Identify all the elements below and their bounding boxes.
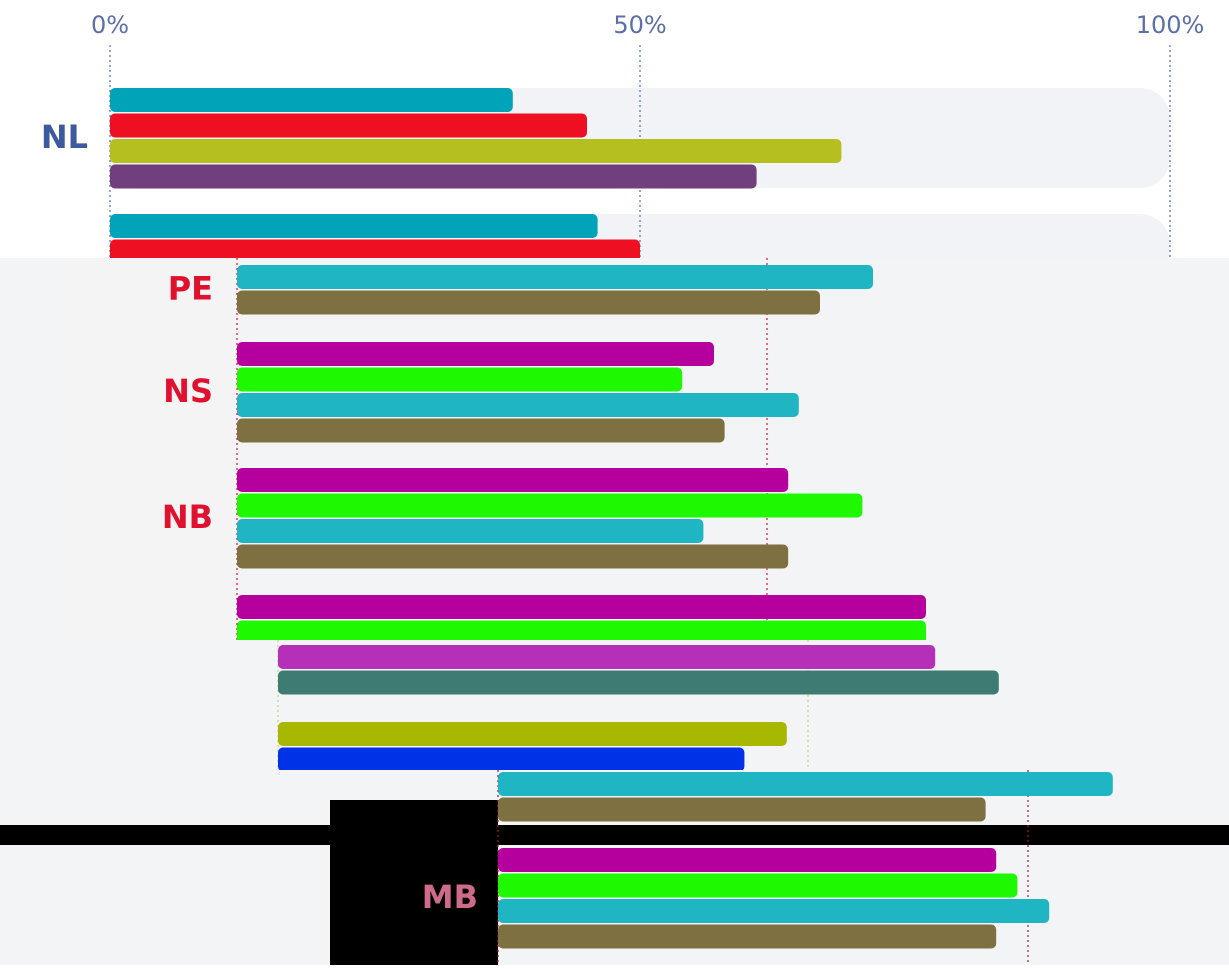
bar	[110, 113, 587, 138]
bar	[498, 924, 997, 949]
bar	[110, 239, 640, 264]
bar	[278, 747, 745, 772]
bar	[237, 519, 704, 543]
bar	[278, 722, 787, 746]
bar	[237, 418, 725, 443]
bar	[237, 620, 926, 645]
bar	[237, 393, 799, 417]
bar	[237, 544, 789, 569]
bar	[278, 670, 999, 695]
bar	[110, 139, 842, 163]
category-label: PE	[168, 270, 213, 308]
bar	[110, 88, 513, 112]
bar	[237, 265, 873, 289]
bar	[110, 164, 757, 189]
bar	[237, 290, 820, 315]
category-label: MB	[422, 878, 478, 916]
label-column	[330, 800, 498, 965]
bar	[498, 772, 1113, 796]
bar	[498, 899, 1050, 923]
bar	[498, 848, 997, 872]
bar	[237, 342, 714, 366]
stripe	[0, 825, 1229, 845]
x-tick-label: 0%	[91, 11, 129, 39]
bar	[237, 367, 683, 392]
bar	[237, 595, 926, 619]
category-label: NL	[41, 118, 88, 156]
x-tick-label: 50%	[613, 11, 666, 39]
x-tick-label: 100%	[1136, 11, 1205, 39]
bar	[498, 873, 1018, 898]
category-label: NB	[162, 498, 213, 536]
label-column	[62, 258, 235, 640]
bar	[278, 645, 936, 669]
bar	[110, 214, 598, 238]
bar	[498, 797, 986, 822]
category-label: NS	[163, 372, 213, 410]
bar	[237, 493, 863, 518]
bar	[237, 468, 789, 492]
